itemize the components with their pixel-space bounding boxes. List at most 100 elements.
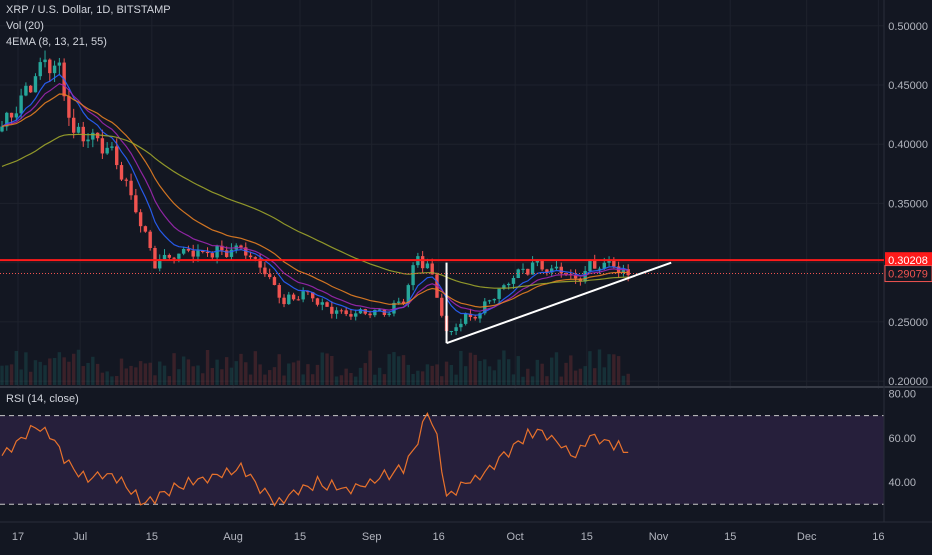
candle-body (334, 310, 339, 314)
volume-bar (440, 376, 444, 385)
volume-bar (607, 354, 611, 385)
candle-body (239, 245, 243, 248)
candle-body (411, 265, 415, 286)
volume-bar (143, 363, 148, 385)
candle-body (607, 260, 611, 263)
time-axis[interactable]: 17 Jul 15 Aug 15 Sep 16 Oct 15 Nov 15 Dec 16 (12, 531, 885, 543)
volume-bar (411, 374, 415, 385)
candle-body (72, 117, 76, 133)
price-axis[interactable]: 0.200000.250000.300000.350000.400000.450… (888, 21, 928, 388)
candle-body (573, 275, 578, 279)
candle-body (253, 257, 258, 259)
volume-bar (62, 357, 66, 385)
trendlines[interactable] (445, 261, 672, 345)
candle-body (516, 269, 520, 279)
candle-body (210, 253, 215, 258)
rsi-series (1, 412, 629, 507)
volume-bar (5, 365, 9, 385)
candle-body (19, 95, 23, 114)
volume-bar (134, 367, 138, 385)
volume-bar (478, 360, 482, 385)
candle-body (588, 260, 592, 271)
volume-bar (454, 374, 458, 385)
candle-body (277, 285, 281, 298)
volume-bar (569, 355, 573, 385)
candle-body (33, 76, 38, 93)
volume-bar (72, 353, 76, 385)
time-tick-label: 16 (433, 531, 445, 543)
volume-bar (459, 350, 463, 385)
volume-bar (559, 376, 563, 385)
candle-body (564, 273, 568, 275)
volume-bar (301, 374, 305, 385)
volume-bar (95, 363, 100, 385)
candle-body (526, 268, 530, 275)
rsi-line (1, 412, 629, 507)
volume-bar (234, 361, 238, 385)
volume-bar (277, 354, 281, 385)
candle-body (593, 260, 597, 269)
volume-bar (315, 364, 320, 385)
ema-line (1, 133, 629, 289)
price-tick-label: 0.25000 (888, 317, 928, 329)
candle-body (597, 268, 602, 270)
triangle-ascending-support[interactable] (446, 261, 672, 345)
time-tick-label: Jul (73, 531, 87, 543)
candle-body (463, 313, 468, 324)
volume-bar (583, 366, 587, 385)
rsi-indicator-label[interactable]: RSI (14, close) (6, 393, 79, 405)
candle-body (224, 250, 229, 257)
volume-bar (511, 374, 516, 385)
candle-body (52, 65, 57, 74)
volume-bar (550, 357, 554, 385)
candle-body (459, 323, 463, 328)
volume-bars (0, 349, 630, 385)
volume-bar (181, 356, 186, 385)
resistance-price-badge (885, 252, 932, 269)
ema-indicator-label[interactable]: 4EMA (8, 13, 21, 55) (6, 36, 107, 48)
volume-bar (52, 358, 57, 385)
time-tick-label: 15 (581, 531, 593, 543)
candle-body (110, 146, 114, 148)
candle-body (301, 291, 305, 300)
volume-bar (330, 355, 334, 385)
candle-body (392, 302, 396, 314)
volume-bar (526, 368, 530, 385)
volume-bar (129, 365, 133, 385)
candle-body (167, 254, 171, 258)
candle-body (339, 310, 344, 312)
candle-body (506, 283, 511, 286)
candle-body (430, 263, 434, 275)
symbol-title[interactable]: XRP / U.S. Dollar, 1D, BITSTAMP (6, 4, 171, 16)
volume-bar (86, 362, 90, 385)
volume-bar (545, 376, 549, 385)
volume-bar (497, 359, 501, 385)
candle-body (177, 253, 181, 259)
volume-bar (258, 364, 262, 385)
candle-body (291, 294, 296, 300)
volume-bar (593, 368, 597, 385)
time-tick-label: Nov (649, 531, 669, 543)
candle-body (621, 269, 626, 273)
time-tick-label: 16 (872, 531, 884, 543)
candle-body (282, 297, 286, 305)
time-tick-label: Aug (223, 531, 243, 543)
rsi-axis: 40.00 60.00 80.00 (888, 388, 916, 489)
candle-body (612, 260, 616, 267)
volume-bar (564, 362, 568, 385)
candle-body (181, 248, 186, 254)
ema-line (1, 93, 629, 308)
volume-bar (325, 353, 329, 385)
candle-body (397, 301, 401, 303)
candle-body (554, 266, 559, 269)
moving-averages (1, 73, 629, 316)
volume-bar (224, 357, 229, 385)
volume-indicator-label[interactable]: Vol (20) (6, 20, 44, 32)
candle-body (454, 327, 458, 332)
volume-bar (516, 356, 520, 385)
volume-bar (382, 374, 387, 385)
volume-bar (406, 364, 410, 385)
candle-body (48, 59, 52, 74)
